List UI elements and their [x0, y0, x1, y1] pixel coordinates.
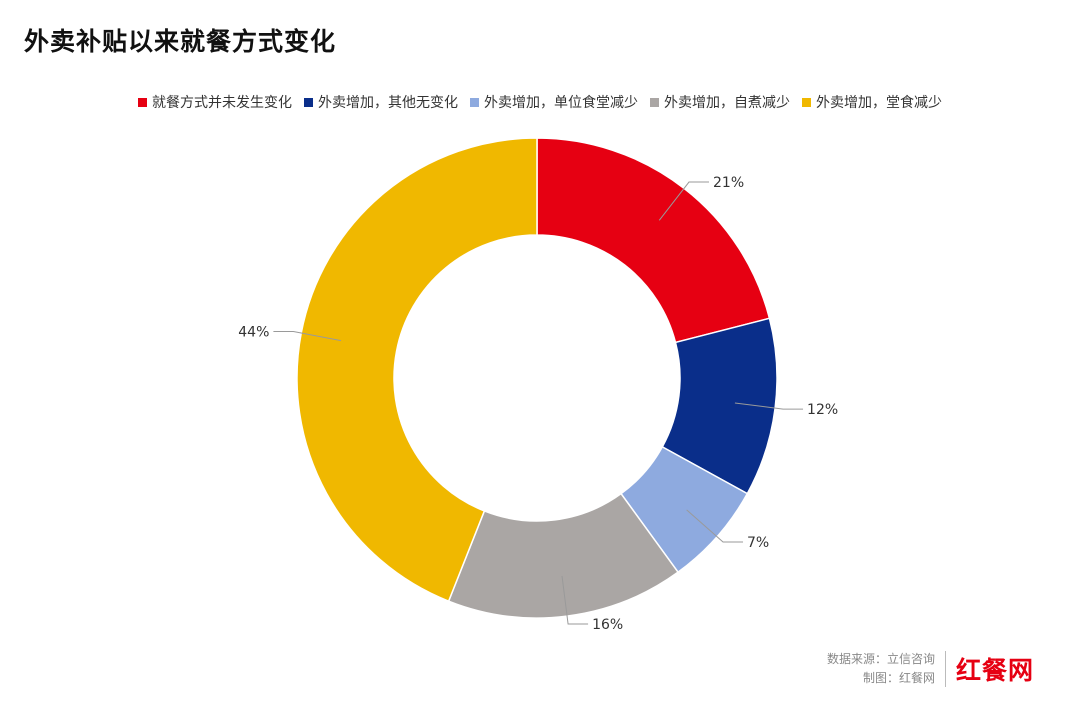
legend-label: 就餐方式并未发生变化	[152, 95, 292, 111]
slice-label: 21%	[713, 175, 744, 191]
legend-swatch-icon	[304, 97, 313, 107]
source-line: 数据来源：立信咨询	[826, 652, 935, 666]
chart-legend: 就餐方式并未发生变化 外卖增加，其他无变化 外卖增加，单位食堂减少 外卖增加，自…	[0, 92, 1080, 112]
legend-swatch-icon	[802, 97, 811, 107]
legend-swatch-icon	[650, 97, 659, 107]
legend-item: 外卖增加，堂食减少	[802, 92, 942, 112]
legend-label: 外卖增加，堂食减少	[816, 95, 942, 111]
chart-title: 外卖补贴以来就餐方式变化	[24, 27, 337, 56]
legend-label: 外卖增加，其他无变化	[318, 95, 458, 111]
leader-line	[658, 181, 710, 221]
leader-line	[734, 402, 804, 410]
legend-item: 外卖增加，其他无变化	[304, 92, 458, 112]
legend-item: 外卖增加，自煮减少	[650, 92, 790, 112]
leader-line	[273, 331, 342, 342]
legend-label: 外卖增加，单位食堂减少	[484, 95, 638, 111]
footer-divider	[944, 651, 946, 687]
slice-label: 44%	[238, 325, 269, 341]
slice-label: 7%	[747, 535, 769, 551]
source-footer: 数据来源：立信咨询 制图：红餐网 红餐网	[827, 650, 1034, 688]
donut-slice	[296, 137, 538, 603]
leader-line	[686, 509, 744, 543]
leader-line	[561, 575, 589, 625]
credit-line: 制图：红餐网	[862, 671, 935, 685]
legend-item: 外卖增加，单位食堂减少	[470, 92, 638, 112]
source-note: 数据来源：立信咨询 制图：红餐网	[827, 650, 935, 688]
donut-slice	[536, 137, 771, 344]
legend-swatch-icon	[138, 97, 147, 107]
slice-label: 12%	[807, 402, 838, 418]
legend-swatch-icon	[470, 97, 479, 107]
legend-item: 就餐方式并未发生变化	[138, 92, 292, 112]
brand-logo: 红餐网	[955, 656, 1034, 685]
slice-label: 16%	[592, 617, 623, 633]
legend-label: 外卖增加，自煮减少	[664, 95, 790, 111]
